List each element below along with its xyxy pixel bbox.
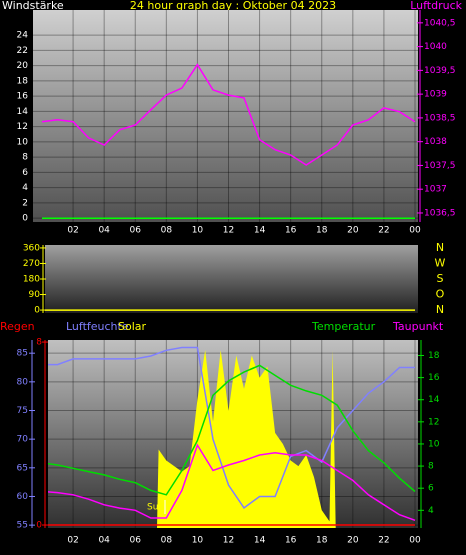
x-tick-label: 18 <box>316 226 328 236</box>
legend-label: Luftfeuchte <box>66 320 129 333</box>
y-tick-label: 85 <box>17 349 28 359</box>
legend-label: Solar <box>118 320 147 333</box>
x-tick-label: 18 <box>316 536 328 546</box>
y-tick-label: 180 <box>23 275 40 285</box>
y-tick-label: 90 <box>29 290 41 300</box>
y-tick-label: 2 <box>22 198 28 208</box>
y-tick-label: 12 <box>17 122 28 132</box>
y-tick-label: 14 <box>17 107 29 117</box>
y2-tick-label: 1036,5 <box>424 208 456 218</box>
legend-label: Regen <box>0 320 35 333</box>
area <box>157 350 336 528</box>
x-tick-label: 08 <box>161 226 173 236</box>
y2-tick-label: 6 <box>428 484 434 494</box>
y2-tick-label: 10 <box>428 439 440 449</box>
annotation: Sun <box>147 503 164 513</box>
y3-tick-label: 8 <box>36 338 42 348</box>
line <box>41 63 416 166</box>
x-tick-label: 20 <box>347 226 359 236</box>
legend-label: Taupunkt <box>392 320 444 333</box>
y-tick-label: 16 <box>17 92 29 102</box>
y2-tick-label: 14 <box>428 395 440 405</box>
y-tick-label: 6 <box>22 168 28 178</box>
y2-tick-label: 16 <box>428 373 440 383</box>
y2-tick-label: 1037 <box>424 185 447 195</box>
y-tick-label: 22 <box>17 46 28 56</box>
y-tick-label: 20 <box>17 61 29 71</box>
y2-tick-label: W <box>435 256 446 269</box>
y2-tick-label: O <box>436 288 445 301</box>
x-tick-label: 06 <box>130 536 142 546</box>
plot-area <box>33 10 418 222</box>
y-tick-label: 10 <box>17 137 29 147</box>
y2-tick-label: 1038,5 <box>424 113 456 123</box>
line <box>48 443 416 522</box>
y-tick-label: 270 <box>23 259 40 269</box>
y2-tick-label: N <box>436 303 444 316</box>
x-tick-label: 12 <box>223 226 234 236</box>
y3-tick-label: 0 <box>36 521 42 531</box>
x-tick-label: 04 <box>98 226 110 236</box>
plot-area <box>45 245 418 313</box>
chart-title: 24 hour graph day : Oktober 04 2023 <box>130 0 336 12</box>
x-tick-label: 22 <box>378 226 389 236</box>
x-tick-label: 00 <box>409 536 421 546</box>
y2-tick-label: 12 <box>428 417 439 427</box>
x-tick-label: 10 <box>192 536 204 546</box>
y-tick-label: 55 <box>17 521 28 531</box>
y2-tick-label: 8 <box>428 462 434 472</box>
x-tick-label: 02 <box>67 536 78 546</box>
y2-tick-label: 1037,5 <box>424 161 456 171</box>
y2-tick-label: 4 <box>428 506 434 516</box>
y-tick-label: 65 <box>17 463 28 473</box>
y-tick-label: 60 <box>17 492 29 502</box>
y2-tick-label: 1038 <box>424 137 447 147</box>
y-tick-label: 360 <box>23 243 40 253</box>
line <box>48 346 415 509</box>
legend-label: Luftdruck <box>410 0 462 12</box>
x-tick-label: 14 <box>254 536 266 546</box>
y2-tick-label: 1039,5 <box>424 66 456 76</box>
x-tick-label: 10 <box>192 226 204 236</box>
y2-tick-label: 1039 <box>424 90 447 100</box>
legend-label: Windstärke <box>2 0 64 12</box>
y-tick-label: 75 <box>17 406 28 416</box>
legend-label: Temperatur <box>311 320 376 333</box>
x-tick-label: 04 <box>98 536 110 546</box>
y-tick-label: 80 <box>17 377 29 387</box>
y-tick-label: 8 <box>22 153 28 163</box>
y-tick-label: 0 <box>22 214 28 224</box>
x-tick-label: 16 <box>285 536 297 546</box>
y2-tick-label: 18 <box>428 351 440 361</box>
y-tick-label: 70 <box>17 435 29 445</box>
x-tick-label: 06 <box>130 226 142 236</box>
x-tick-label: 02 <box>67 226 78 236</box>
x-tick-label: 22 <box>378 536 389 546</box>
x-tick-label: 14 <box>254 226 266 236</box>
line <box>48 364 416 496</box>
y2-tick-label: 1040,5 <box>424 18 456 28</box>
x-tick-label: 12 <box>223 536 234 546</box>
x-tick-label: 16 <box>285 226 297 236</box>
x-tick-label: 20 <box>347 536 359 546</box>
y-tick-label: 4 <box>22 183 28 193</box>
y-tick-label: 0 <box>34 306 40 316</box>
y2-tick-label: S <box>437 272 444 285</box>
x-tick-label: 08 <box>161 536 173 546</box>
x-tick-label: 00 <box>409 226 421 236</box>
y2-tick-label: N <box>436 241 444 254</box>
y-tick-label: 24 <box>17 31 29 41</box>
y-tick-label: 18 <box>17 76 29 86</box>
y2-tick-label: 1040 <box>424 42 447 52</box>
